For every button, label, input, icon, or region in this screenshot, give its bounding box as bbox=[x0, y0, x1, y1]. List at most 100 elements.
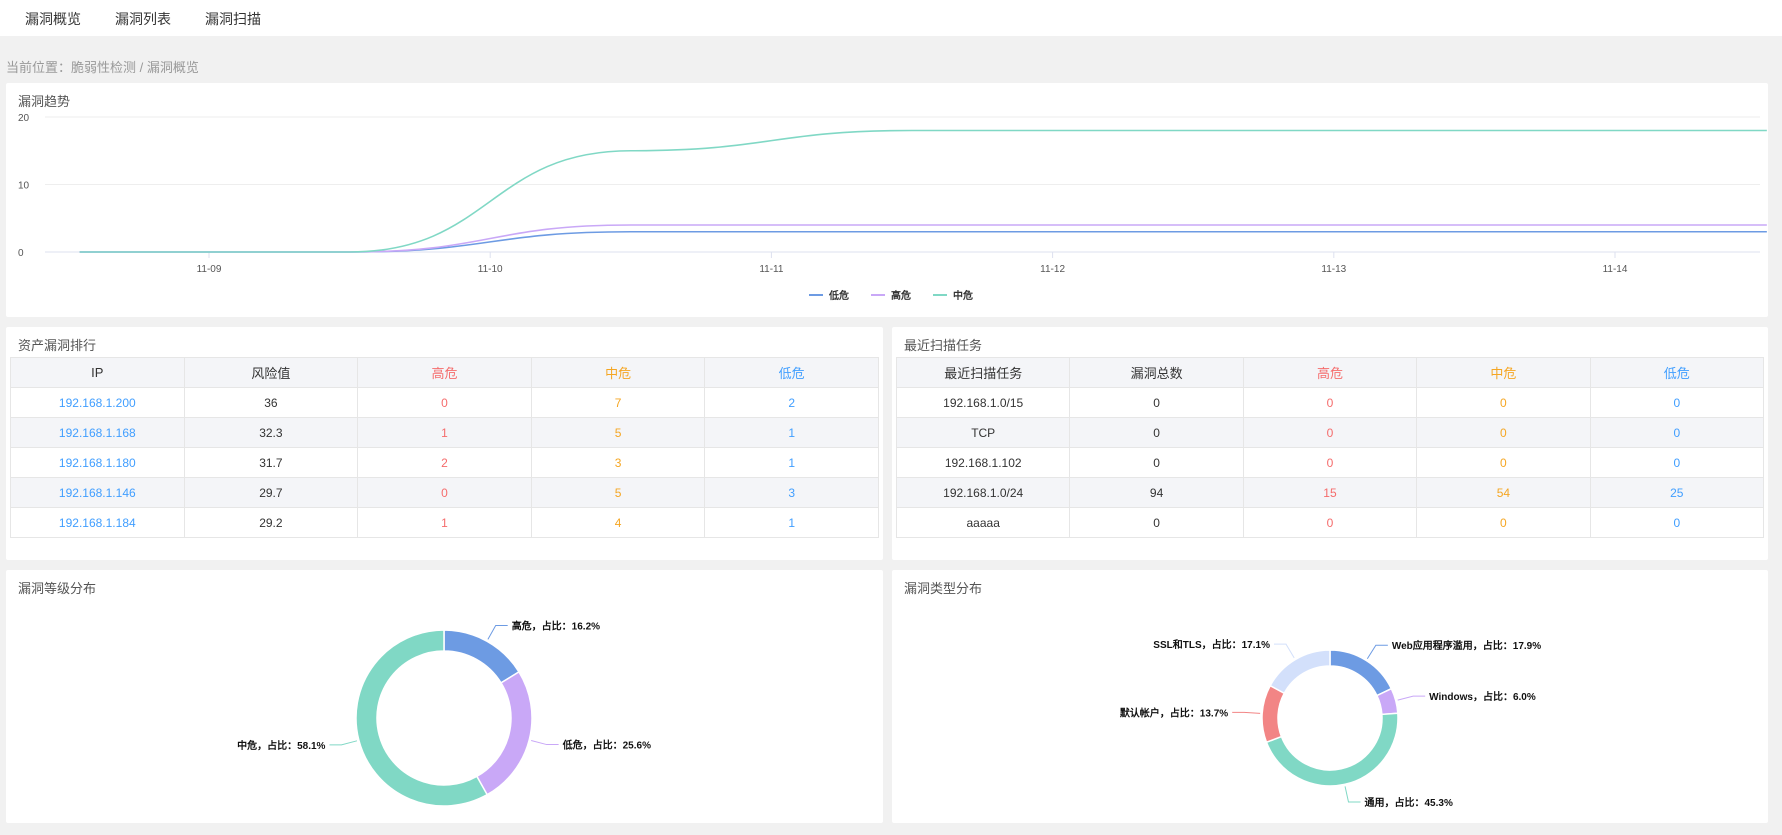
recent-scan-title: 最近扫描任务 bbox=[904, 338, 983, 353]
table-cell: 0 bbox=[1589, 447, 1765, 478]
donut-slice bbox=[443, 629, 520, 684]
ip-link[interactable]: 192.168.1.168 bbox=[10, 417, 185, 448]
leader-line bbox=[487, 624, 508, 640]
x-tick-label: 11-14 bbox=[1603, 264, 1628, 275]
level-distribution-panel: 漏洞等级分布 高危，占比：16.2% 低危，占比：25.6% 中危，占比：58.1% bbox=[6, 570, 883, 823]
column-header: 最近扫描任务 bbox=[895, 357, 1071, 388]
table-cell: 0 bbox=[1589, 387, 1765, 418]
x-tick-label: 11-11 bbox=[759, 264, 784, 275]
table-cell: 32.3 bbox=[183, 417, 359, 448]
column-header: 高危 bbox=[1242, 357, 1418, 388]
task-name: 192.168.1.0/24 bbox=[895, 477, 1071, 508]
legend-label: 中危 bbox=[953, 289, 973, 302]
breadcrumb: 当前位置：脆弱性检测 / 漏洞概览 bbox=[6, 60, 199, 75]
column-header: 中危 bbox=[530, 357, 706, 388]
table-cell: 0 bbox=[1589, 417, 1765, 448]
column-header: IP bbox=[10, 357, 185, 388]
table-row: TCP 0 0 0 0 bbox=[895, 417, 1765, 448]
type-donut-chart: Web应用程序滥用，占比：17.9% Windows，占比：6.0% 通用，占比：4… bbox=[1120, 638, 1541, 809]
table-cell: 0 bbox=[1589, 507, 1765, 538]
slice-label: 中危，占比：58.1% bbox=[237, 739, 325, 752]
leader-line bbox=[329, 740, 358, 746]
legend-label: 高危 bbox=[891, 289, 911, 302]
series-line-低危 bbox=[79, 230, 1767, 253]
table-cell: 54 bbox=[1416, 477, 1591, 508]
asset-ranking-title: 资产漏洞排行 bbox=[18, 338, 97, 353]
column-header: 低危 bbox=[704, 357, 879, 388]
table-cell: 0 bbox=[1242, 387, 1418, 418]
table-row: 192.168.1.102 0 0 0 0 bbox=[895, 447, 1765, 478]
table-cell: 0 bbox=[1242, 417, 1418, 448]
table-cell: 25 bbox=[1589, 477, 1765, 508]
asset-ranking-panel: 资产漏洞排行 IP 风险值 高危 中危 低危 192.168.1.200 36 0 7 2 192.… bbox=[6, 327, 883, 560]
table-cell: 0 bbox=[1069, 417, 1244, 448]
donut-slice bbox=[1269, 649, 1331, 695]
table-cell: 0 bbox=[1242, 447, 1418, 478]
table-cell: 94 bbox=[1069, 477, 1244, 508]
x-tick-label: 11-12 bbox=[1040, 264, 1065, 275]
table-cell: 1 bbox=[357, 507, 532, 538]
table-cell: 0 bbox=[1069, 447, 1244, 478]
y-tick-label: 20 bbox=[18, 113, 30, 124]
leader-line bbox=[1232, 711, 1261, 714]
ip-link[interactable]: 192.168.1.184 bbox=[10, 507, 185, 538]
leader-line bbox=[1366, 644, 1388, 660]
top-nav: 漏洞概览 漏洞列表 漏洞扫描 bbox=[0, 0, 1782, 36]
trend-panel: 漏洞趋势 0 10 20 11-09 11-10 11-11 11-12 11-13 11-14… bbox=[6, 83, 1768, 317]
donut-slice bbox=[355, 629, 489, 807]
ip-link[interactable]: 192.168.1.146 bbox=[10, 477, 185, 508]
nav-tab-overview[interactable]: 漏洞概览 bbox=[25, 11, 81, 27]
task-name: 192.168.1.0/15 bbox=[895, 387, 1071, 418]
table-cell: 5 bbox=[530, 477, 706, 508]
column-header: 高危 bbox=[357, 357, 532, 388]
nav-tab-list[interactable]: 漏洞列表 bbox=[115, 11, 171, 27]
leader-line bbox=[1344, 786, 1361, 803]
recent-scan-table: 最近扫描任务 漏洞总数 高危 中危 低危 192.168.1.0/15 0 0 0 0 TCP 0 0 0… bbox=[895, 357, 1765, 538]
table-cell: 0 bbox=[1416, 447, 1591, 478]
donut-slice bbox=[475, 670, 533, 796]
y-tick-label: 10 bbox=[18, 181, 30, 192]
x-tick-label: 11-09 bbox=[197, 264, 222, 275]
ip-link[interactable]: 192.168.1.180 bbox=[10, 447, 185, 478]
level-distribution-title: 漏洞等级分布 bbox=[18, 581, 97, 596]
nav-tab-scan[interactable]: 漏洞扫描 bbox=[205, 11, 261, 27]
slice-label: 低危，占比：25.6% bbox=[562, 739, 651, 752]
table-row: aaaaa 0 0 0 0 bbox=[895, 507, 1765, 538]
slice-label: Web应用程序滥用，占比：17.9% bbox=[1392, 639, 1541, 652]
task-name: TCP bbox=[895, 417, 1071, 448]
table-cell: 0 bbox=[1416, 387, 1591, 418]
table-cell: 0 bbox=[1416, 417, 1591, 448]
y-tick-label: 0 bbox=[18, 248, 24, 259]
table-cell: 2 bbox=[704, 387, 879, 418]
task-name: 192.168.1.102 bbox=[895, 447, 1071, 478]
type-distribution-title: 漏洞类型分布 bbox=[904, 581, 983, 596]
table-cell: 1 bbox=[357, 417, 532, 448]
table-cell: 31.7 bbox=[183, 447, 359, 478]
table-cell: 1 bbox=[704, 417, 879, 448]
table-row: 192.168.1.146 29.7 0 5 3 bbox=[10, 477, 879, 508]
table-cell: 3 bbox=[530, 447, 706, 478]
leader-line bbox=[1397, 695, 1426, 701]
table-cell: 0 bbox=[1069, 507, 1244, 538]
table-cell: 36 bbox=[183, 387, 359, 418]
type-distribution-panel: 漏洞类型分布 Web应用程序滥用，占比：17.9% Windows，占比：6.0%… bbox=[892, 570, 1768, 823]
slice-label: 通用，占比：45.3% bbox=[1364, 796, 1452, 809]
table-cell: 2 bbox=[357, 447, 532, 478]
x-tick-label: 11-10 bbox=[478, 264, 503, 275]
table-cell: 0 bbox=[357, 387, 532, 418]
table-cell: 0 bbox=[1416, 507, 1591, 538]
table-cell: 29.7 bbox=[183, 477, 359, 508]
column-header: 漏洞总数 bbox=[1069, 357, 1244, 388]
recent-scan-panel: 最近扫描任务 最近扫描任务 漏洞总数 高危 中危 低危 192.168.1.0/15 0 0 0… bbox=[892, 327, 1768, 560]
ip-link[interactable]: 192.168.1.200 bbox=[10, 387, 185, 418]
table-row: 192.168.1.168 32.3 1 5 1 bbox=[10, 417, 879, 448]
table-cell: 0 bbox=[1242, 507, 1418, 538]
table-cell: 1 bbox=[704, 507, 879, 538]
trend-chart: 0 10 20 11-09 11-10 11-11 11-12 11-13 11-14 低危 高危 中… bbox=[18, 113, 1767, 302]
legend-label: 低危 bbox=[828, 289, 849, 302]
leader-line bbox=[531, 740, 559, 746]
table-cell: 15 bbox=[1242, 477, 1418, 508]
table-cell: 0 bbox=[1069, 387, 1244, 418]
leader-line bbox=[1273, 643, 1295, 659]
table-row: 192.168.1.0/15 0 0 0 0 bbox=[895, 387, 1765, 418]
